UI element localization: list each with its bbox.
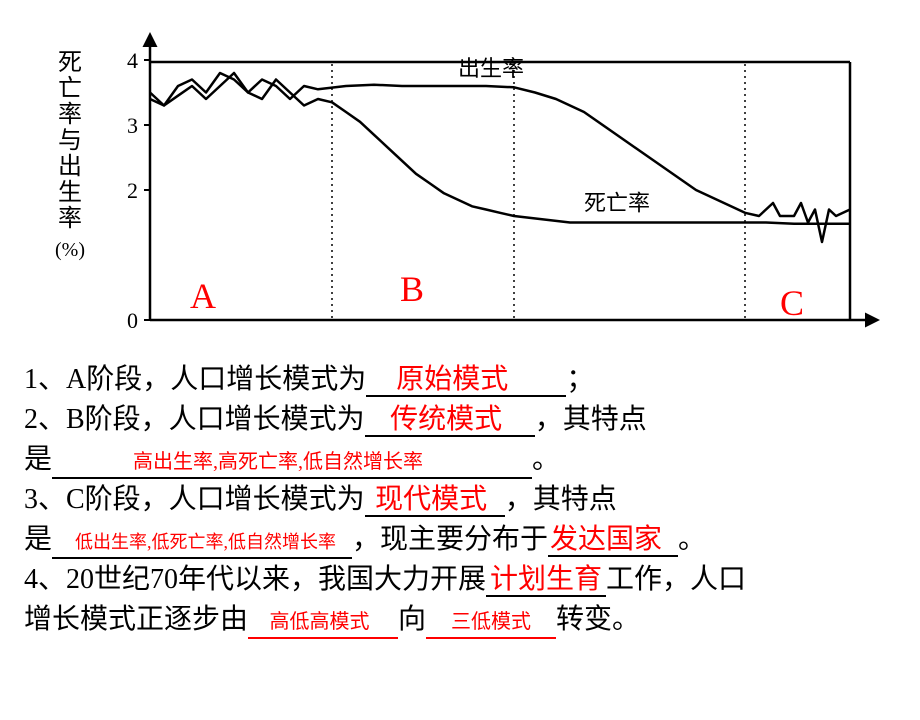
q2b-suffix: 。 [532,444,560,475]
q4b-prefix: 增长模式正逐步由 [24,604,248,635]
q4b-answer1: 高低高模式 [270,611,370,633]
svg-text:死: 死 [58,50,82,76]
q4b-mid: 向 [398,604,426,635]
q1-blank: 原始模式 [366,365,566,397]
q3-answer: 现代模式 [375,484,487,515]
q3b-suffix: 。 [678,524,706,555]
svg-text:与: 与 [58,128,82,154]
svg-text:(%): (%) [55,239,85,261]
question-block: 1、A阶段，人口增长模式为原始模式 ； 2、B阶段，人口增长模式为 传统模式 ，… [0,360,920,640]
svg-text:2: 2 [127,178,138,203]
q3b-blank: 低出生率,低死亡率,低自然增长率 [52,525,352,559]
q3b-blank2: 发达国家 [548,525,678,557]
q4-mid: 工作，人口 [606,564,746,595]
q4b-blank2: 三低模式 [426,605,556,639]
svg-text:4: 4 [127,48,138,73]
q2-answer: 传统模式 [390,404,502,435]
svg-text:率: 率 [58,101,82,128]
q4b-answer2: 三低模式 [451,611,531,633]
chart-svg: 0234死亡率与出生率(%)出生率死亡率 [20,30,900,350]
q3b-answer: 低出生率,低死亡率,低自然增长率 [75,532,336,552]
svg-text:生: 生 [58,179,82,206]
q4-blank: 计划生育 [486,565,606,597]
question-4b: 增长模式正逐步由高低高模式 向 三低模式 转变。 [24,600,896,640]
svg-text:出生率: 出生率 [458,56,524,81]
q1-prefix: 1、A阶段，人口增长模式为 [24,364,366,395]
svg-text:出: 出 [58,153,82,180]
q3b-answer2: 发达国家 [550,524,662,555]
stage-label-c: C [780,282,804,324]
q3-prefix: 3、C阶段，人口增长模式为 [24,484,365,515]
q3b-mid: ，现主要分布于 [352,524,548,555]
svg-text:0: 0 [127,308,138,333]
q3-blank: 现代模式 [365,485,505,517]
question-4: 4、20世纪70年代以来，我国大力开展计划生育工作，人口 [24,560,896,600]
q2b-blank: 高出生率,高死亡率,低自然增长率 [52,445,532,479]
stage-label-a: A [190,275,216,317]
q4-answer: 计划生育 [490,564,602,595]
question-2: 2、B阶段，人口增长模式为 传统模式 ，其特点 [24,400,896,440]
q1-answer: 原始模式 [396,364,508,395]
demographic-transition-chart: 0234死亡率与出生率(%)出生率死亡率 A B C [20,30,900,350]
stage-label-b: B [400,268,424,310]
question-3: 3、C阶段，人口增长模式为现代模式 ，其特点 [24,480,896,520]
svg-text:率: 率 [58,205,82,232]
svg-text:死亡率: 死亡率 [584,191,650,216]
q3b-prefix: 是 [24,524,52,555]
question-1: 1、A阶段，人口增长模式为原始模式 ； [24,360,896,400]
q2-prefix: 2、B阶段，人口增长模式为 [24,404,365,435]
svg-text:3: 3 [127,113,138,138]
svg-text:亡: 亡 [58,75,82,102]
q4-prefix: 4、20世纪70年代以来，我国大力开展 [24,564,486,595]
q4b-blank1: 高低高模式 [248,605,398,639]
q2-blank: 传统模式 [365,405,535,437]
q3-mid: ，其特点 [505,484,617,515]
q1-suffix: ； [566,364,594,395]
q2-mid: ，其特点 [535,404,647,435]
q4b-suffix: 转变。 [556,604,640,635]
question-3b: 是 低出生率,低死亡率,低自然增长率 ，现主要分布于发达国家 。 [24,520,896,560]
q2b-answer: 高出生率,高死亡率,低自然增长率 [133,451,423,473]
q2b-prefix: 是 [24,444,52,475]
question-2b: 是 高出生率,高死亡率,低自然增长率 。 [24,440,896,480]
